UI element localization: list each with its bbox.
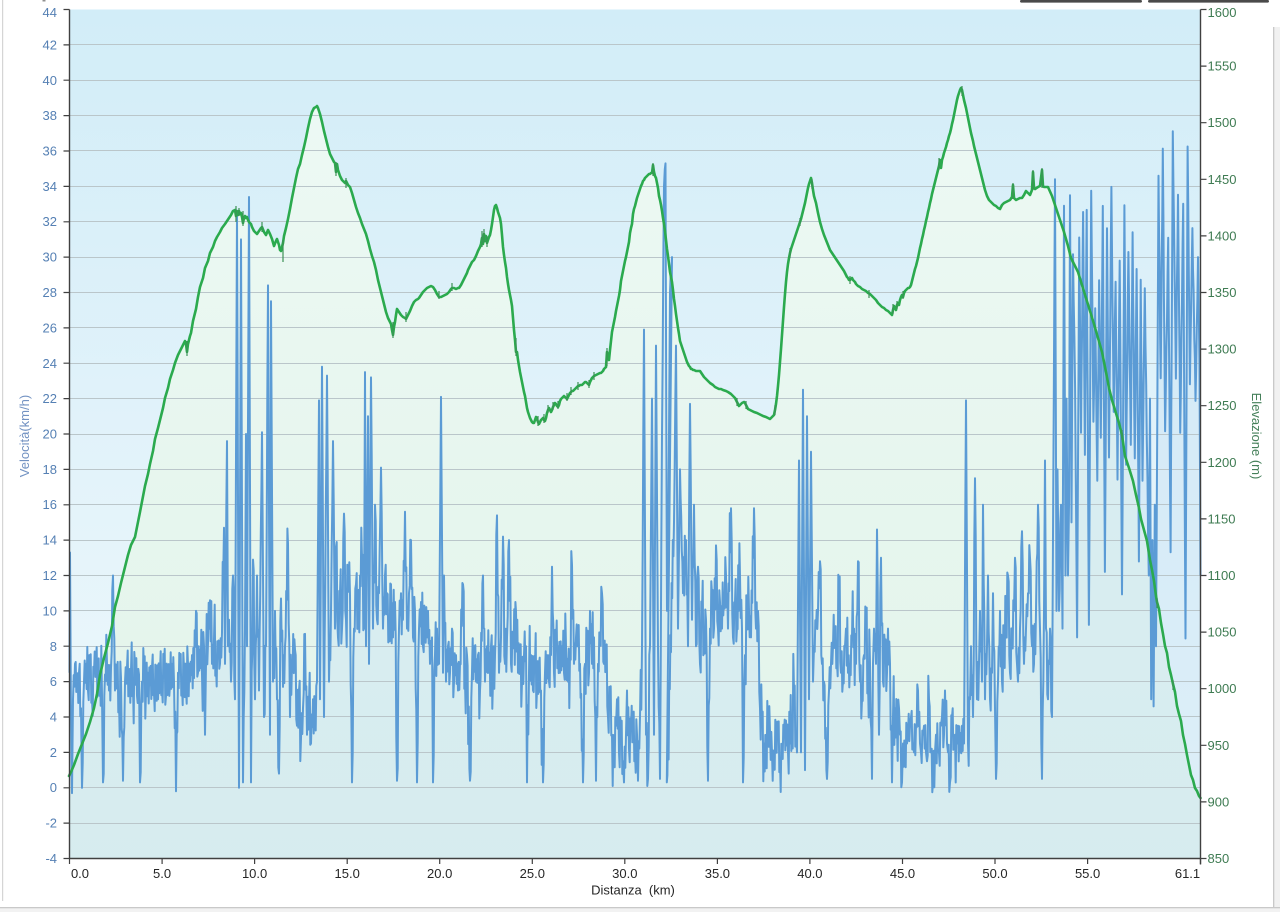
svg-text:24: 24	[43, 356, 57, 371]
svg-text:1100: 1100	[1208, 568, 1236, 583]
svg-text:2: 2	[50, 745, 57, 760]
svg-text:36: 36	[43, 144, 57, 159]
svg-text:45.0: 45.0	[890, 866, 915, 881]
svg-text:1300: 1300	[1208, 342, 1237, 357]
svg-text:55.0: 55.0	[1075, 866, 1100, 881]
svg-text:12: 12	[43, 568, 57, 583]
svg-text:25.0: 25.0	[520, 866, 545, 881]
svg-text:38: 38	[43, 108, 57, 123]
svg-text:1250: 1250	[1208, 398, 1237, 413]
svg-text:14: 14	[43, 533, 57, 548]
svg-text:26: 26	[43, 320, 57, 335]
svg-text:Distanza (km): Distanza (km)	[591, 883, 675, 898]
svg-text:1350: 1350	[1208, 285, 1237, 300]
svg-text:900: 900	[1208, 794, 1230, 809]
svg-text:0: 0	[50, 780, 57, 795]
svg-text:10: 10	[43, 603, 57, 618]
svg-text:Velocità(km/h): Velocità(km/h)	[17, 395, 32, 477]
svg-text:5.0: 5.0	[153, 866, 171, 881]
svg-text:40: 40	[43, 73, 57, 88]
svg-text:30: 30	[43, 250, 57, 265]
svg-text:18: 18	[43, 462, 57, 477]
svg-text:1050: 1050	[1208, 625, 1237, 640]
svg-text:22: 22	[43, 391, 57, 406]
svg-text:1150: 1150	[1208, 511, 1236, 526]
svg-text:30.0: 30.0	[612, 866, 637, 881]
svg-text:-4: -4	[45, 851, 57, 866]
svg-text:1200: 1200	[1208, 455, 1237, 470]
svg-text:32: 32	[43, 214, 57, 229]
svg-text:28: 28	[43, 285, 57, 300]
svg-text:4: 4	[50, 710, 57, 725]
svg-text:950: 950	[1208, 738, 1230, 753]
svg-text:0.0: 0.0	[71, 866, 89, 881]
svg-text:35.0: 35.0	[705, 866, 730, 881]
svg-text:40.0: 40.0	[797, 866, 822, 881]
svg-text:34: 34	[43, 179, 57, 194]
svg-text:15.0: 15.0	[335, 866, 360, 881]
svg-text:6: 6	[50, 674, 57, 689]
svg-text:20.0: 20.0	[427, 866, 452, 881]
svg-text:16: 16	[43, 497, 57, 512]
svg-text:1000: 1000	[1208, 681, 1237, 696]
svg-text:61.1: 61.1	[1175, 866, 1200, 881]
svg-text:44: 44	[43, 5, 57, 20]
svg-text:20: 20	[43, 427, 57, 442]
svg-text:Elevazione (m): Elevazione (m)	[1249, 393, 1264, 480]
svg-text:42: 42	[43, 37, 57, 52]
svg-text:1400: 1400	[1208, 228, 1237, 243]
svg-text:8: 8	[50, 639, 57, 654]
svg-text:850: 850	[1208, 851, 1230, 866]
svg-text:10.0: 10.0	[242, 866, 267, 881]
svg-text:1450: 1450	[1208, 172, 1237, 187]
svg-text:1600: 1600	[1208, 5, 1237, 20]
svg-text:-2: -2	[45, 816, 57, 831]
svg-text:50.0: 50.0	[982, 866, 1007, 881]
svg-text:1550: 1550	[1208, 59, 1237, 74]
svg-text:1500: 1500	[1208, 115, 1237, 130]
